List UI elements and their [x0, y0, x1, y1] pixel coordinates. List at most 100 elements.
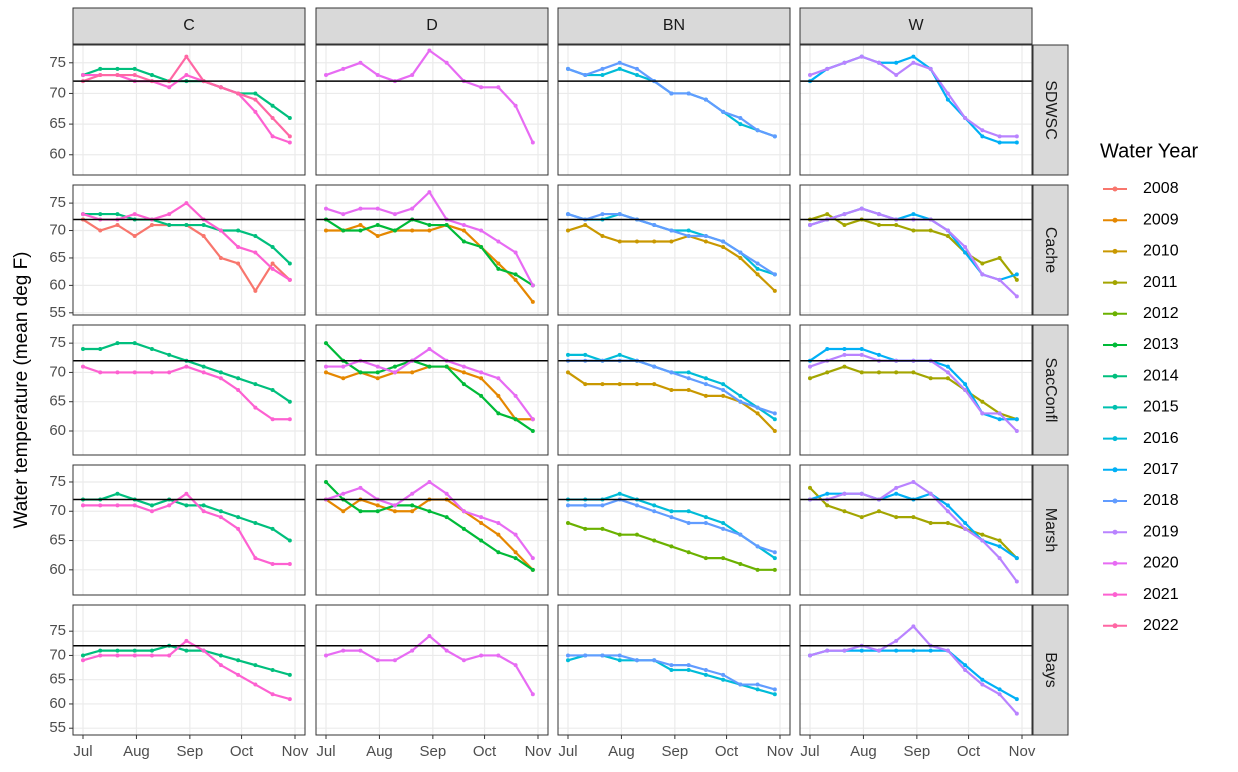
row-strip [1032, 324, 1069, 456]
panel [315, 324, 549, 456]
data-point [530, 692, 535, 697]
panel [557, 604, 791, 736]
data-point [530, 567, 535, 572]
data-point [807, 73, 812, 78]
y-tick-label: 60 [49, 276, 66, 293]
data-point [928, 491, 933, 496]
data-point [876, 370, 881, 375]
data-point [323, 206, 328, 211]
y-tick-label: 65 [49, 532, 66, 549]
panel-frame [72, 604, 306, 736]
data-point [565, 503, 570, 508]
data-point [218, 85, 223, 90]
data-point [807, 653, 812, 658]
data-point [444, 223, 449, 228]
data-point [669, 370, 674, 375]
data-point [617, 66, 622, 71]
panel-frame [799, 464, 1033, 596]
data-point [755, 411, 760, 416]
data-point [825, 370, 830, 375]
data-point [945, 376, 950, 381]
data-point [461, 239, 466, 244]
panel-frame [315, 324, 549, 456]
data-point [565, 228, 570, 233]
data-point [253, 382, 258, 387]
panel-frame [557, 324, 791, 456]
data-point [513, 250, 518, 255]
data-point [686, 234, 691, 239]
data-point [652, 364, 657, 369]
data-point [479, 538, 484, 543]
data-point [721, 677, 726, 682]
panel-frame [799, 324, 1033, 456]
data-point [652, 509, 657, 514]
data-point [167, 212, 172, 217]
panel-bg [316, 605, 548, 735]
x-tick-label: Aug [608, 743, 635, 760]
data-point [270, 103, 275, 108]
data-point [184, 491, 189, 496]
data-point [634, 658, 639, 663]
data-point [583, 223, 588, 228]
data-point [859, 515, 864, 520]
x-tick-label: Oct [715, 743, 739, 760]
data-point [600, 503, 605, 508]
x-tick-label: Sep [420, 743, 447, 760]
data-point [496, 532, 501, 537]
data-point [772, 417, 777, 422]
data-point [1014, 277, 1019, 282]
data-point [201, 223, 206, 228]
data-point [530, 428, 535, 433]
data-point [600, 526, 605, 531]
data-point [496, 550, 501, 555]
data-point [218, 653, 223, 658]
data-point [132, 212, 137, 217]
data-point [945, 648, 950, 653]
data-point [253, 405, 258, 410]
data-point [686, 228, 691, 233]
column-strip-label: W [908, 17, 924, 34]
data-point [963, 520, 968, 525]
data-point [755, 567, 760, 572]
row-strip-label: SacConfl [1042, 358, 1059, 423]
legend-label: 2012 [1143, 305, 1179, 322]
data-point [287, 277, 292, 282]
data-point [410, 228, 415, 233]
data-point [98, 648, 103, 653]
data-point [825, 347, 830, 352]
data-point [253, 288, 258, 293]
data-point [652, 382, 657, 387]
data-point [928, 376, 933, 381]
data-point [911, 54, 916, 59]
panel-bg [558, 45, 790, 175]
data-point [80, 347, 85, 352]
data-point [253, 250, 258, 255]
legend-label: 2016 [1143, 430, 1179, 447]
data-point [218, 228, 223, 233]
data-point [461, 658, 466, 663]
data-point [236, 244, 241, 249]
data-point [652, 538, 657, 543]
data-point [617, 352, 622, 357]
data-point [323, 370, 328, 375]
data-point [945, 364, 950, 369]
column-strip [799, 7, 1033, 45]
legend-marker [1112, 623, 1118, 629]
data-point [963, 382, 968, 387]
data-point [530, 299, 535, 304]
data-point [513, 663, 518, 668]
data-point [375, 206, 380, 211]
data-point [772, 428, 777, 433]
data-point [253, 663, 258, 668]
data-point [963, 388, 968, 392]
y-tick-label: 70 [49, 502, 66, 519]
data-point [479, 376, 484, 381]
data-point [894, 638, 899, 643]
data-point [513, 417, 518, 422]
data-point [375, 658, 380, 663]
data-point [772, 550, 777, 555]
row-strip [1032, 604, 1069, 736]
data-point [341, 376, 346, 381]
data-point [859, 347, 864, 352]
legend-marker [1112, 467, 1118, 473]
